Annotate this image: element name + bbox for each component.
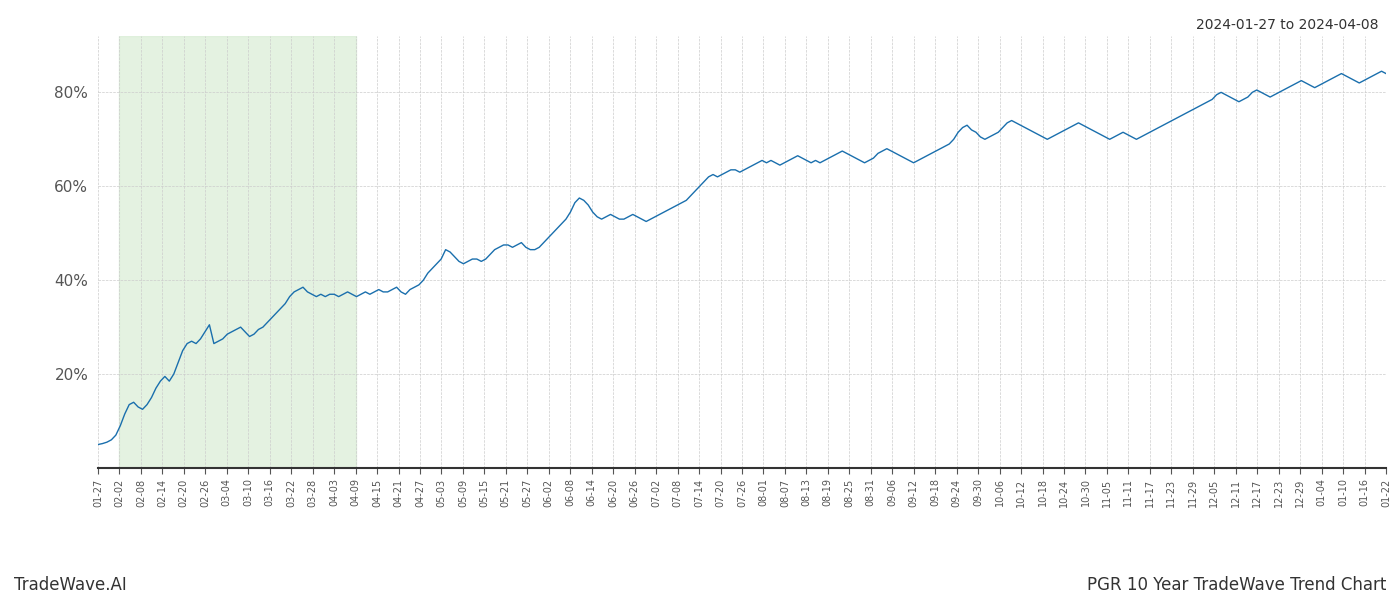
Bar [119, 36, 356, 468]
Text: PGR 10 Year TradeWave Trend Chart: PGR 10 Year TradeWave Trend Chart [1086, 576, 1386, 594]
Text: TradeWave.AI: TradeWave.AI [14, 576, 127, 594]
Text: 2024-01-27 to 2024-04-08: 2024-01-27 to 2024-04-08 [1197, 18, 1379, 32]
